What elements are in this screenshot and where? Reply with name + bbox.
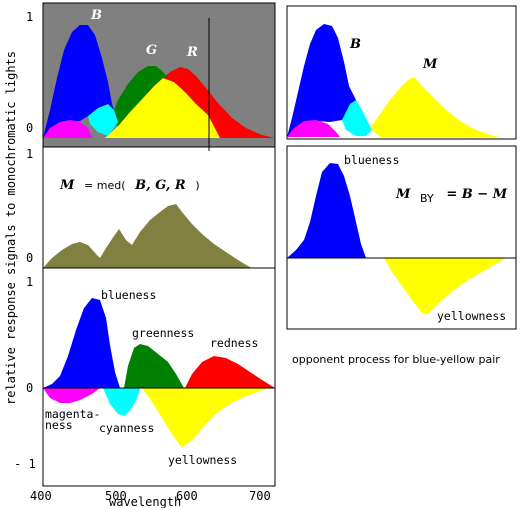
label-m-right: M <box>422 57 438 72</box>
label-cyanness: cyanness <box>99 421 154 435</box>
area-blueness-by <box>287 163 366 258</box>
tick-y-zero-cones: 0 <box>26 121 33 135</box>
area-magentaness <box>43 388 100 403</box>
by-formula: M BY = B − M <box>395 183 508 206</box>
label-blueness: blueness <box>101 288 156 302</box>
curve-blue-b <box>43 25 114 138</box>
curve-magenta-overlap <box>43 120 92 138</box>
area-blueness <box>43 298 120 388</box>
area-cyanness <box>103 388 140 416</box>
panel-cones: B G R 1 0 <box>26 3 275 151</box>
x-tick-700: 700 <box>249 489 271 503</box>
area-redness <box>185 356 275 388</box>
x-axis: 400 500 600 700 wavelength <box>30 489 271 508</box>
curve-red-r <box>163 67 275 138</box>
median-formula-args: B, G, R <box>134 178 186 193</box>
panel-opponent: blueness greenness redness magenta- ness… <box>14 275 275 471</box>
panel-by-inputs: B M <box>286 5 517 140</box>
label-b-cone: B <box>90 8 102 23</box>
label-magentaness-line2: ness <box>45 418 73 432</box>
label-b-right: B <box>349 37 361 52</box>
x-tick-600: 600 <box>176 489 198 503</box>
area-greenness <box>124 344 184 388</box>
label-greenness: greenness <box>132 326 194 340</box>
median-formula-close: ) <box>195 179 199 192</box>
median-formula: M = med( B, G, R ) <box>59 174 200 193</box>
tick-y-top-cones: 1 <box>26 10 33 24</box>
label-redness: redness <box>210 336 258 350</box>
curve-cyan-bm <box>342 100 372 136</box>
tick-y-top-median: 1 <box>26 147 33 161</box>
label-magentaness-line1: magenta- <box>45 407 100 421</box>
label-yellowness: yellowness <box>168 453 237 467</box>
panel-by-opponent: blueness yellowness M BY = B − M <box>286 145 517 330</box>
median-formula-eq: = med( <box>84 179 125 192</box>
curve-olive-m <box>43 204 252 268</box>
label-r-cone: R <box>186 45 198 60</box>
curve-green-g <box>110 66 168 126</box>
area-yellowness <box>142 388 270 448</box>
by-formula-rhs: = B − M <box>446 187 507 202</box>
curve-yellow-m <box>370 77 500 137</box>
curve-yellow-overlap <box>105 78 258 138</box>
curve-cyan-overlap <box>88 104 118 136</box>
x-tick-500: 500 <box>105 489 127 503</box>
y-axis-label: relative response signals to monochromat… <box>4 51 18 405</box>
figure-caption: opponent process for blue-yellow pair <box>292 353 500 366</box>
tick-y-bottom-opponent: - 1 <box>14 457 36 471</box>
area-yellowness-by <box>384 258 506 314</box>
label-g-cone: G <box>146 43 157 58</box>
x-axis-label: wavelength <box>109 495 181 508</box>
curve-blue-b-right <box>287 24 356 137</box>
label-yellowness-by: yellowness <box>437 309 506 323</box>
x-tick-400: 400 <box>30 489 52 503</box>
median-formula-m: M <box>59 178 75 193</box>
tick-y-zero-median: 0 <box>26 251 33 265</box>
by-formula-m: M <box>395 187 411 202</box>
tick-y-zero-opponent: 0 <box>26 381 33 395</box>
panel-median: M = med( B, G, R ) 1 0 <box>26 147 252 268</box>
tick-y-top-opponent: 1 <box>26 275 33 289</box>
curve-magenta-right <box>287 120 340 137</box>
left-column-frame <box>42 2 276 487</box>
by-formula-sub: BY <box>420 192 434 205</box>
label-blueness-by: blueness <box>344 153 399 167</box>
